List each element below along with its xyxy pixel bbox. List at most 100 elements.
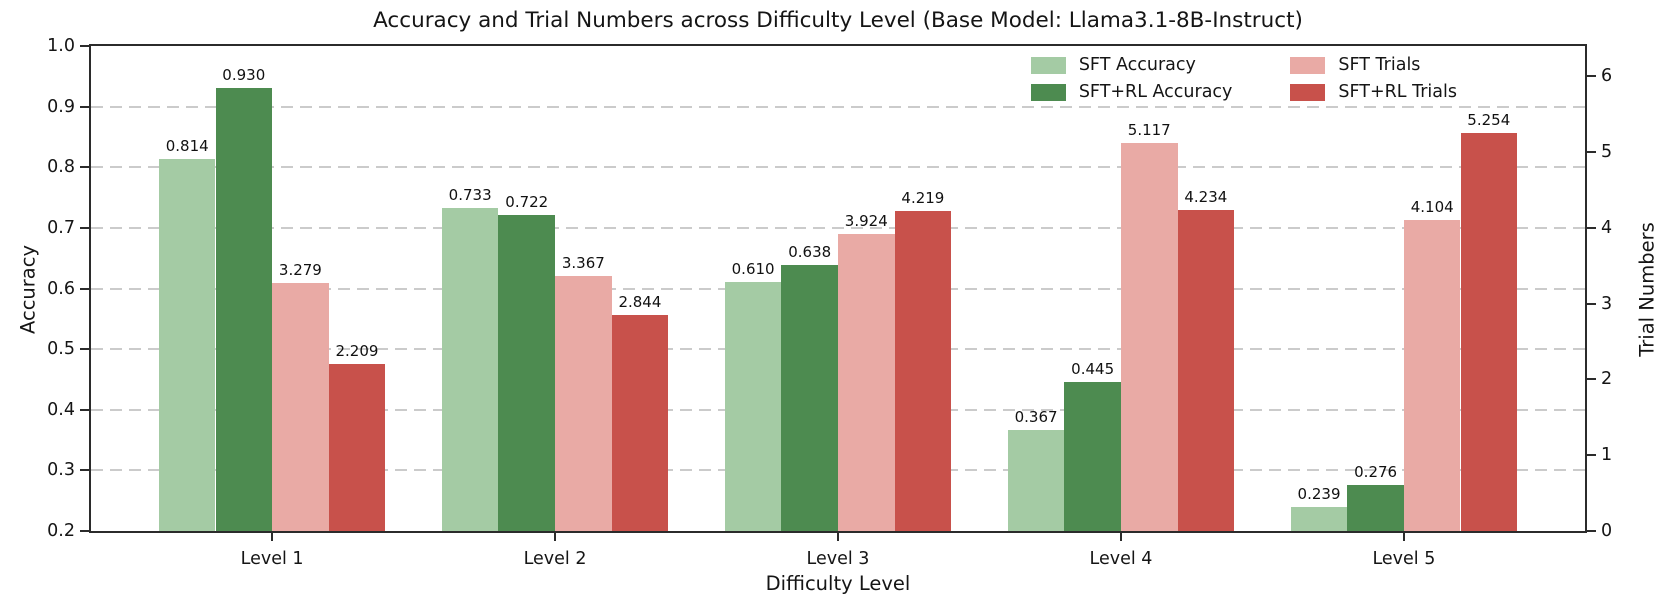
bar-sft-trials bbox=[838, 233, 895, 531]
left-y-tick-label: 0.7 bbox=[47, 217, 75, 238]
legend-item-sft-rl-accuracy: SFT+RL Accuracy bbox=[1030, 82, 1233, 102]
left-y-tick bbox=[80, 45, 89, 47]
right-y-tick-label: 2 bbox=[1601, 369, 1613, 390]
right-y-tick-label: 0 bbox=[1601, 521, 1613, 541]
left-y-tick-label: 0.6 bbox=[47, 278, 75, 299]
legend-item-sft-trials: SFT Trials bbox=[1290, 55, 1457, 75]
right-y-tick bbox=[1587, 454, 1596, 457]
bar-value-label: 0.733 bbox=[448, 185, 492, 204]
x-tick-label: Level 2 bbox=[523, 549, 587, 569]
bar-value-label: 0.814 bbox=[165, 136, 209, 155]
left-y-tick-label: 0.3 bbox=[47, 460, 75, 481]
bar-value-label: 0.445 bbox=[1071, 360, 1115, 379]
bar-sft-rl-trials bbox=[1177, 210, 1235, 531]
right-y-tick bbox=[1587, 378, 1596, 381]
legend-label: SFT+RL Accuracy bbox=[1078, 82, 1233, 102]
left-y-tick-label: 0.2 bbox=[47, 521, 75, 541]
chart-title: Accuracy and Trial Numbers across Diffic… bbox=[373, 8, 1303, 33]
bar-value-label: 0.367 bbox=[1014, 407, 1058, 426]
right-y-tick-label: 4 bbox=[1601, 217, 1613, 238]
left-y-tick-label: 0.4 bbox=[47, 399, 75, 420]
left-y-tick bbox=[80, 408, 89, 411]
left-y-tick-label: 0.9 bbox=[47, 96, 75, 117]
bar-value-label: 0.930 bbox=[222, 66, 266, 85]
left-y-tick bbox=[80, 287, 89, 290]
bar-value-label: 0.276 bbox=[1354, 462, 1398, 481]
bar-value-label: 3.367 bbox=[561, 253, 605, 272]
left-y-tick bbox=[80, 469, 89, 472]
bar-sft-trials bbox=[1403, 220, 1461, 531]
legend-swatch-sft-rl-trials bbox=[1290, 83, 1326, 101]
legend-swatch-sft-accuracy bbox=[1030, 56, 1066, 74]
chart-legend: SFT Accuracy SFT Trials SFT+RL Accuracy SFT… bbox=[1030, 55, 1457, 102]
legend-item-sft-accuracy: SFT Accuracy bbox=[1030, 55, 1233, 75]
x-tick-label: Level 5 bbox=[1372, 549, 1436, 569]
legend-label: SFT Trials bbox=[1338, 55, 1421, 75]
x-tick bbox=[1119, 533, 1122, 541]
bar-sft-rl-trials bbox=[611, 315, 669, 531]
x-tick bbox=[837, 533, 839, 541]
left-y-axis-label: Accuracy bbox=[16, 244, 40, 335]
legend-label: SFT+RL Trials bbox=[1338, 82, 1457, 102]
right-y-tick-label: 3 bbox=[1601, 293, 1613, 314]
bar-sft-rl-trials bbox=[328, 363, 386, 531]
bar-value-label: 2.844 bbox=[618, 293, 662, 312]
bar-value-label: 2.209 bbox=[335, 341, 379, 360]
x-tick bbox=[554, 533, 557, 541]
bar-sft-trials bbox=[272, 282, 329, 531]
left-y-tick-label: 1.0 bbox=[47, 36, 75, 56]
gridline bbox=[91, 105, 1585, 108]
bar-value-label: 5.117 bbox=[1127, 121, 1171, 140]
legend-item-sft-rl-trials: SFT+RL Trials bbox=[1290, 82, 1457, 102]
bar-sft-trials bbox=[555, 275, 612, 531]
x-tick-label: Level 4 bbox=[1089, 549, 1153, 569]
right-y-tick bbox=[1587, 226, 1596, 229]
bar-sft-accuracy bbox=[158, 158, 216, 531]
gridline bbox=[91, 166, 1585, 169]
bar-value-label: 0.722 bbox=[505, 192, 549, 211]
bar-value-label: 4.219 bbox=[901, 189, 945, 208]
left-y-tick-label: 0.5 bbox=[47, 339, 75, 360]
bar-sft-rl-accuracy bbox=[498, 214, 556, 531]
bar-value-label: 0.610 bbox=[731, 260, 775, 279]
left-y-tick bbox=[80, 530, 89, 532]
bar-value-label: 4.104 bbox=[1410, 198, 1454, 216]
right-y-axis-label: Trial Numbers bbox=[1635, 222, 1659, 357]
bar-sft-accuracy bbox=[724, 282, 782, 531]
right-y-tick bbox=[1587, 530, 1596, 532]
bar-value-label: 3.924 bbox=[844, 211, 888, 230]
right-y-tick-label: 5 bbox=[1601, 142, 1613, 163]
bar-sft-rl-trials bbox=[894, 211, 952, 531]
right-y-tick bbox=[1587, 302, 1596, 305]
bar-sft-accuracy bbox=[1007, 429, 1065, 531]
bar-value-label: 0.638 bbox=[788, 243, 832, 262]
right-y-tick-label: 1 bbox=[1601, 445, 1613, 466]
x-tick-label: Level 3 bbox=[806, 549, 870, 569]
right-y-tick bbox=[1587, 151, 1596, 154]
bar-sft-rl-accuracy bbox=[215, 88, 273, 531]
right-y-tick-label: 6 bbox=[1601, 66, 1613, 87]
left-y-tick-label: 0.8 bbox=[47, 157, 75, 178]
legend-swatch-sft-rl-accuracy bbox=[1030, 83, 1066, 101]
x-tick bbox=[271, 533, 274, 541]
gridline bbox=[91, 226, 1585, 229]
bar-value-label: 3.279 bbox=[278, 260, 322, 279]
left-y-tick bbox=[80, 105, 89, 108]
bar-value-label: 4.234 bbox=[1184, 188, 1228, 207]
left-y-tick bbox=[80, 166, 89, 169]
plot-area: 0.814 0.733 0.610 0.367 0.239 0.930 0.722 0.638… bbox=[47, 36, 1612, 569]
x-tick-label: Level 1 bbox=[240, 549, 304, 569]
legend-label: SFT Accuracy bbox=[1078, 55, 1196, 75]
bar-value-label: 5.254 bbox=[1467, 110, 1511, 129]
bar-sft-rl-accuracy bbox=[1064, 382, 1121, 531]
bar-sft-rl-accuracy bbox=[1347, 484, 1404, 531]
bar-sft-rl-accuracy bbox=[781, 265, 838, 531]
left-y-tick bbox=[80, 348, 89, 351]
bar-sft-accuracy bbox=[441, 207, 499, 531]
bar-value-label: 0.239 bbox=[1297, 485, 1341, 504]
x-tick bbox=[1402, 533, 1405, 541]
bar-sft-rl-trials bbox=[1460, 132, 1518, 531]
bar-sft-accuracy bbox=[1290, 507, 1348, 531]
bar-sft-trials bbox=[1120, 143, 1178, 531]
